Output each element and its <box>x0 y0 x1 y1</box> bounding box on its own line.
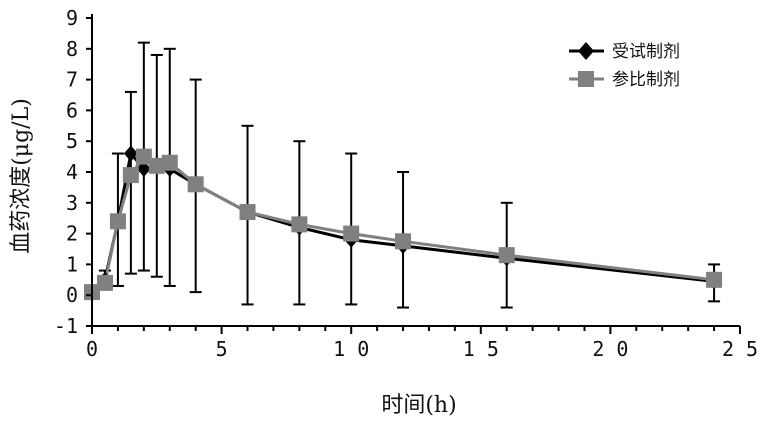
data-point-square <box>498 247 515 264</box>
data-point-square <box>161 154 178 171</box>
square-marker-icon <box>578 71 594 87</box>
x-tick-label: 1 5 <box>463 337 499 361</box>
data-point-square <box>343 225 360 242</box>
y-tick-label: 4 <box>66 160 78 184</box>
legend-label-test: 受试制剂 <box>612 42 680 62</box>
data-point-square <box>135 148 152 165</box>
data-point-square <box>96 274 113 291</box>
x-tick-label: 2 5 <box>722 337 758 361</box>
x-tick-label: 5 <box>216 337 228 361</box>
y-tick-label: 5 <box>66 129 78 153</box>
data-point-square <box>148 157 165 174</box>
x-tick-label: 1 0 <box>333 337 369 361</box>
data-point-diamond <box>123 145 138 162</box>
legend-label-reference: 参比制剂 <box>612 70 680 90</box>
y-tick-label: -1 <box>54 314 78 338</box>
y-tick-label: 3 <box>66 191 78 215</box>
legend-item-reference: 参比制剂 <box>569 70 680 90</box>
legend: 受试制剂 参比制剂 <box>569 42 680 90</box>
data-point-square <box>706 271 723 288</box>
diamond-marker-icon <box>578 42 594 60</box>
y-tick-label: 7 <box>66 68 78 92</box>
series-layer <box>84 145 723 302</box>
x-tick-label: 2 0 <box>592 337 628 361</box>
data-point-square <box>239 204 256 221</box>
data-point-square <box>122 167 139 184</box>
x-axis-label: 时间(h) <box>381 393 456 418</box>
y-axis-label: 血药浓度(μg/L) <box>9 98 34 254</box>
y-tick-label: 0 <box>66 283 78 307</box>
data-point-square <box>109 213 126 230</box>
y-tick-label: 9 <box>66 6 78 30</box>
y-tick-label: 8 <box>66 37 78 61</box>
x-tick-label: 0 <box>86 337 98 361</box>
y-tick-label: 6 <box>66 98 78 122</box>
data-point-square <box>291 216 308 233</box>
legend-item-test: 受试制剂 <box>569 42 680 62</box>
y-tick-label: 2 <box>66 222 78 246</box>
data-point-diamond <box>136 160 151 177</box>
data-point-square <box>187 176 204 193</box>
y-tick-label: 1 <box>66 252 78 276</box>
data-point-square <box>395 233 412 250</box>
